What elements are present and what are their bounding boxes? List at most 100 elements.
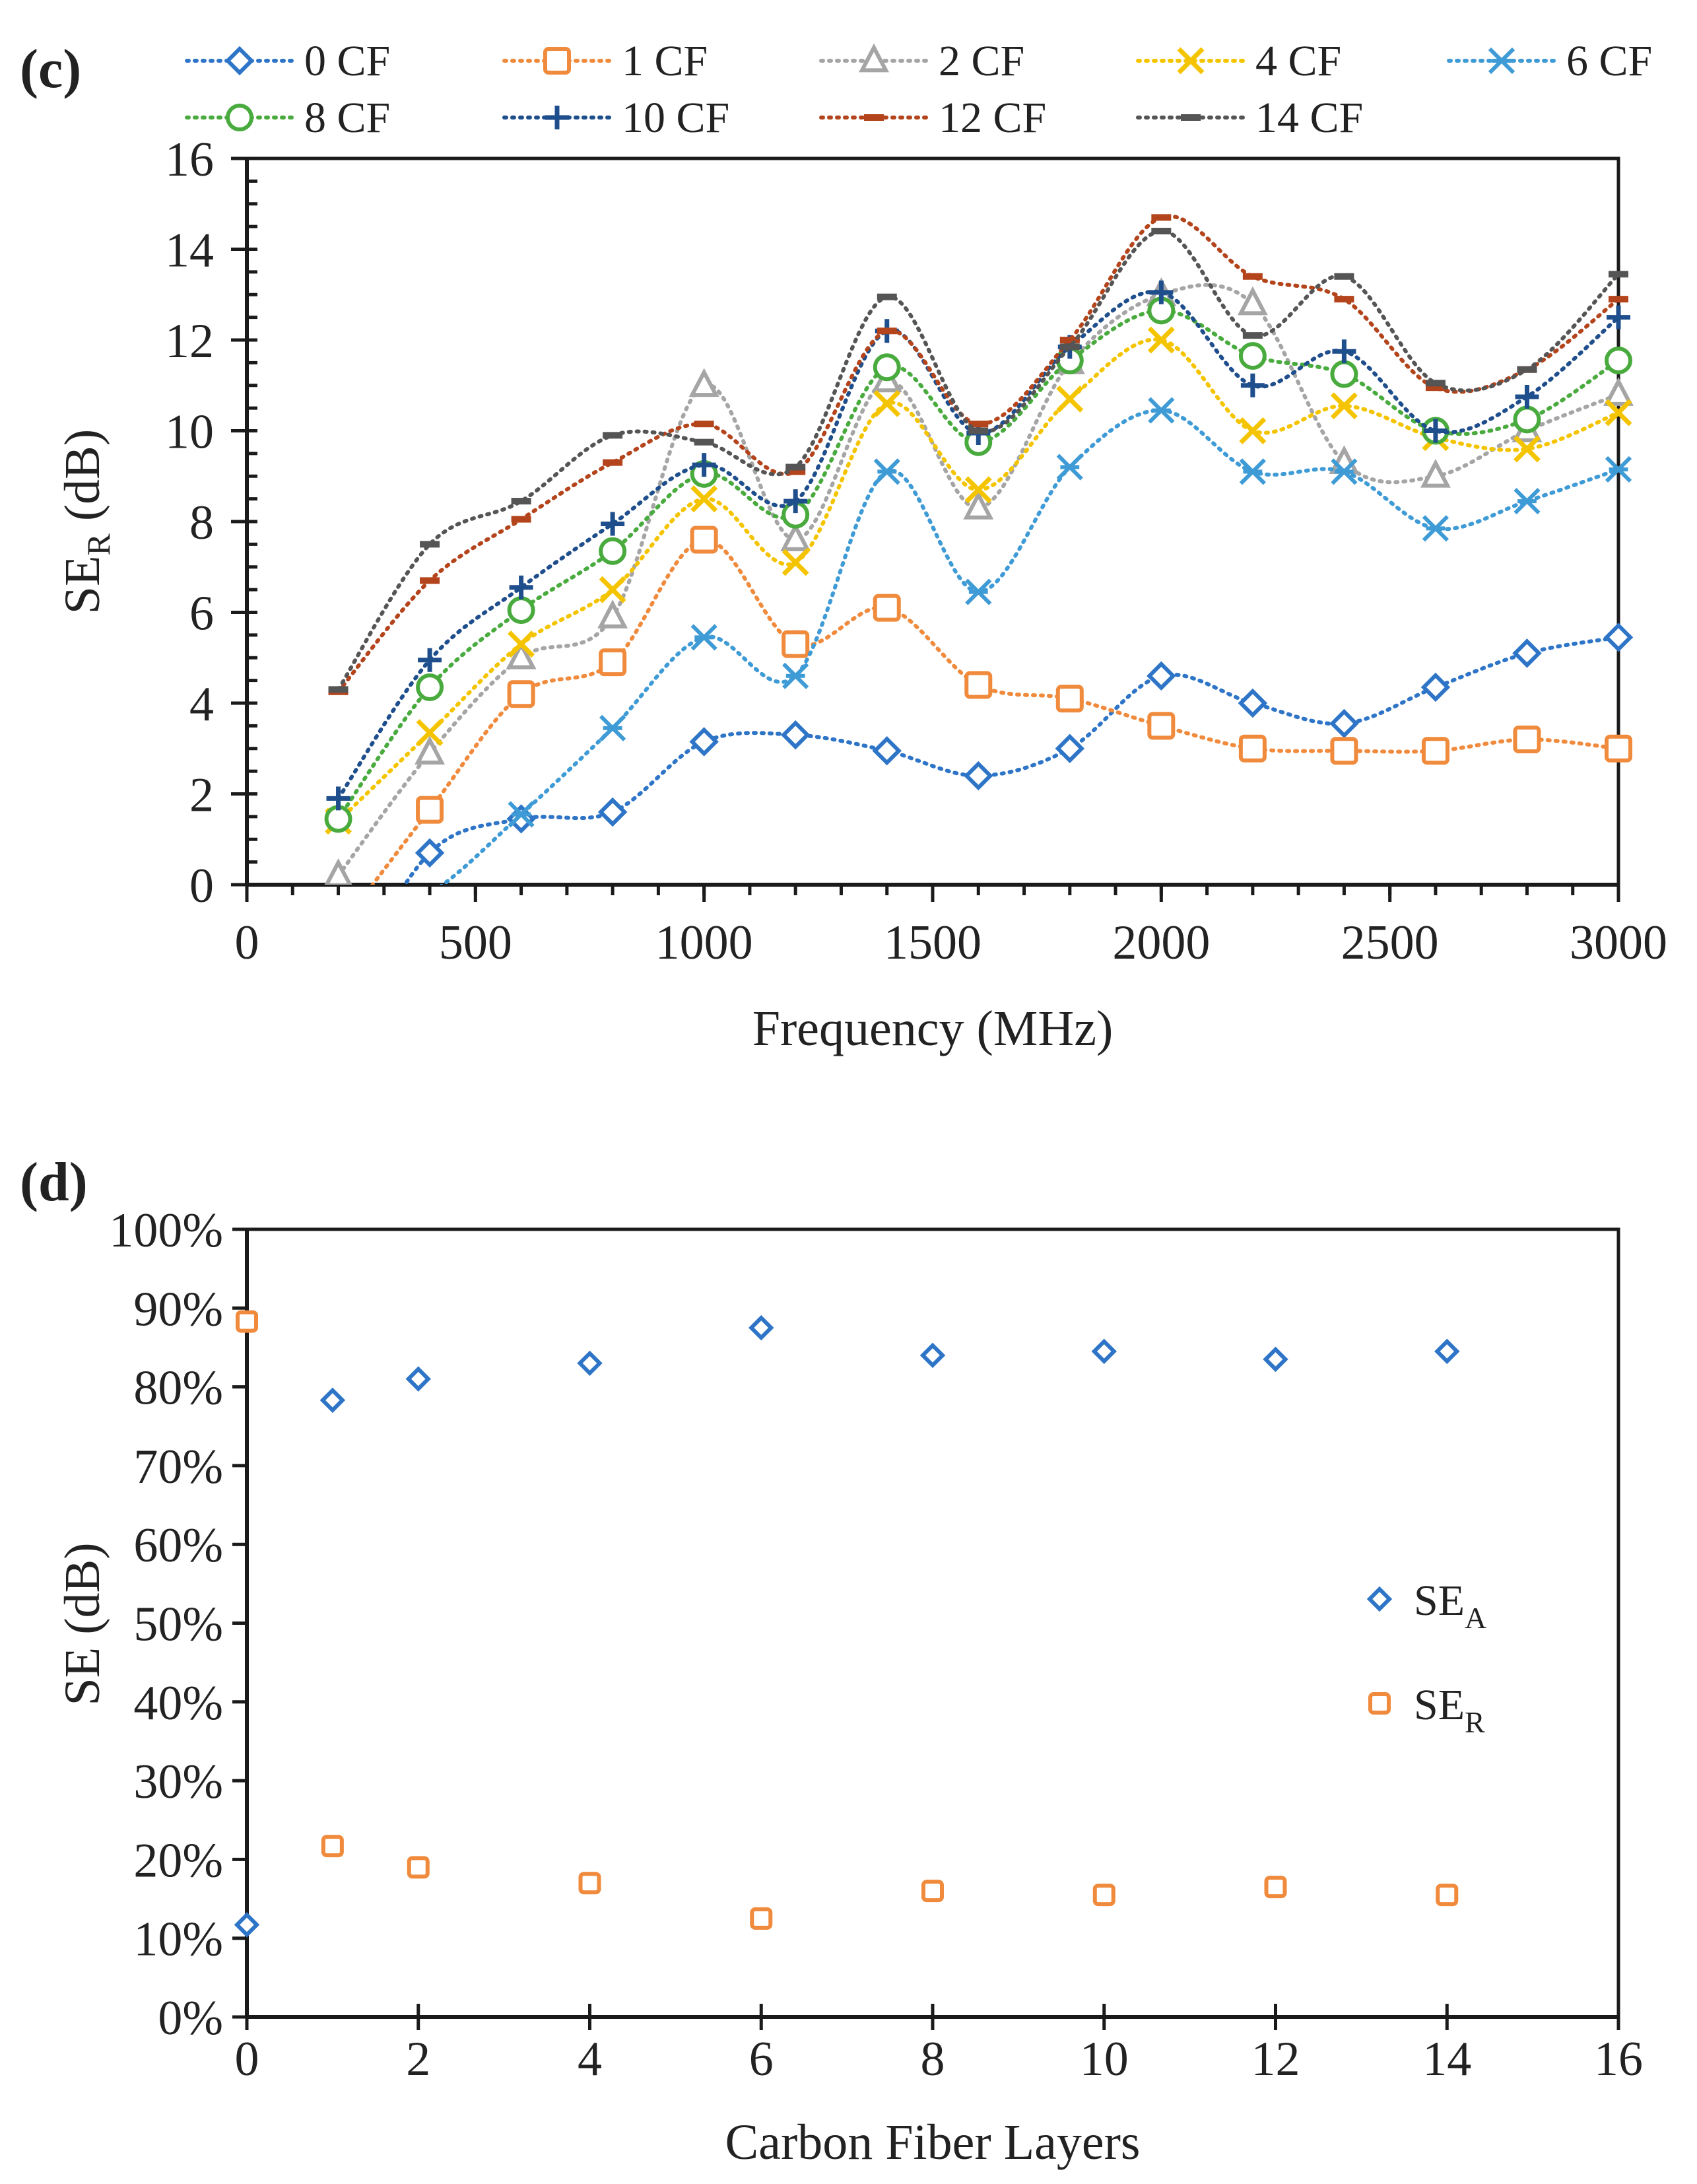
panel-d-y-tick-label: 40% [133, 1676, 223, 1730]
legend-label: 12 CF [939, 94, 1046, 142]
series-line [336, 289, 1620, 801]
data-point [597, 797, 628, 827]
series-1-cf [370, 526, 1632, 885]
legend-label: 2 CF [939, 37, 1024, 85]
data-point [1151, 228, 1172, 234]
data-point [1238, 688, 1268, 718]
data-point [1423, 419, 1447, 443]
data-point [964, 476, 992, 504]
series-line [336, 228, 1620, 692]
data-point [1238, 734, 1267, 763]
panel-d-y-tick-label: 100% [109, 1204, 223, 1258]
series-line [336, 337, 1620, 823]
data-point [1059, 343, 1080, 351]
legend-item-8-cf: 8 CF [185, 94, 390, 142]
data-point [1330, 737, 1358, 765]
panel-d-x-tick-label: 4 [578, 2032, 602, 2086]
legend-marker [1488, 47, 1515, 75]
data-point [1055, 734, 1085, 763]
data-point [782, 630, 810, 658]
legend-marker [1177, 47, 1205, 75]
legend-label: SER [1414, 1681, 1485, 1739]
data-point [1332, 339, 1356, 364]
data-point [506, 804, 536, 834]
panel-d-y-tick-label: 30% [133, 1755, 223, 1809]
data-point [1147, 712, 1176, 740]
panel-c-y-tick-label: 8 [189, 496, 214, 550]
data-point [1331, 458, 1358, 485]
data-point [1513, 405, 1541, 434]
data-point [1514, 487, 1541, 515]
data-point [1420, 672, 1451, 702]
data-point [321, 1835, 344, 1858]
data-point [1147, 661, 1176, 691]
data-point [965, 578, 992, 605]
data-point [783, 489, 808, 514]
legend-marker [1181, 114, 1201, 121]
data-point [782, 662, 809, 689]
data-point [599, 576, 626, 603]
data-point [1513, 435, 1541, 463]
panel-c-label: (c) [20, 38, 81, 100]
series-12-cf [328, 214, 1628, 695]
panel-d-legend: SEA SER [1366, 1577, 1486, 1739]
data-point [1605, 456, 1632, 483]
legend-label: 10 CF [622, 94, 729, 142]
data-point [1329, 708, 1359, 739]
data-point [1425, 380, 1446, 387]
data-point [963, 491, 994, 520]
data-point [749, 1314, 774, 1341]
data-point [416, 719, 444, 747]
legend-label: 1 CF [622, 37, 708, 85]
series-line [336, 308, 1620, 821]
data-point [599, 714, 626, 741]
data-point [578, 1872, 601, 1895]
data-point [1242, 273, 1263, 280]
series-line [439, 408, 1620, 885]
panel-d-axes: 0 2 4 6 8 10 12 14 16 0% 10% 20% 30% 40% 50% 60% 70% 80% 9… [109, 1204, 1643, 2086]
data-point [407, 1856, 430, 1879]
legend-item-4-cf: 4 CF [1136, 37, 1341, 85]
legend-label: 6 CF [1566, 37, 1652, 85]
data-point [1147, 326, 1175, 354]
legend-marker [1368, 1692, 1391, 1715]
legend-marker [224, 46, 255, 76]
panel-c-y-tick-label: 0 [189, 859, 214, 913]
panel-c-legend: 0 CF 1 CF 2 CF 4 CF 6 CF 8 CF 10 CF 12 CF 14 CF [185, 37, 1652, 142]
legend-marker [545, 106, 569, 129]
series-se-a [234, 1314, 1460, 1938]
series-line [402, 635, 1620, 885]
series-se-r [236, 1310, 1459, 1930]
data-point [1605, 734, 1632, 763]
data-point [599, 537, 627, 565]
data-point [968, 421, 989, 428]
data-point [873, 353, 901, 382]
series-6-cf [439, 397, 1632, 885]
data-point [692, 453, 716, 477]
data-point [1330, 392, 1358, 420]
panel-d-label: (d) [20, 1151, 88, 1213]
panel-c-y-axis-title-unit: (dB) [55, 429, 110, 533]
panel-d-x-axis-title: Carbon Fiber Layers [725, 2115, 1141, 2170]
data-point [873, 458, 900, 485]
panel-c-x-tick-label: 3000 [1570, 916, 1667, 970]
panel-d-y-tick-label: 70% [133, 1440, 223, 1494]
data-point [1436, 1884, 1459, 1907]
data-point [1263, 1346, 1288, 1373]
legend-item-12-cf: 12 CF [819, 94, 1046, 142]
data-point [597, 599, 628, 629]
panel-c-y-axis-title-sub: R [80, 533, 117, 555]
data-point [1425, 384, 1446, 392]
data-point [1422, 515, 1449, 542]
panel-d-series [234, 1310, 1460, 1938]
data-point [511, 498, 531, 505]
data-point [601, 512, 625, 536]
panel-c-y-axis-title: SER (dB) [55, 429, 117, 614]
panel-d: (d) 0 2 4 6 8 10 12 14 16 0% 10% 20% 30% 40% 50% 60% 70%… [20, 1151, 1643, 2170]
data-point [1512, 638, 1542, 668]
data-point [1242, 332, 1263, 339]
series-0-cf [402, 623, 1634, 885]
data-point [1092, 1884, 1115, 1907]
series-10-cf [326, 280, 1630, 811]
data-point [511, 516, 531, 523]
